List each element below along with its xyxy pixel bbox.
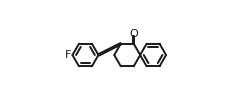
Text: F: F [65,50,72,60]
Text: O: O [129,29,138,39]
